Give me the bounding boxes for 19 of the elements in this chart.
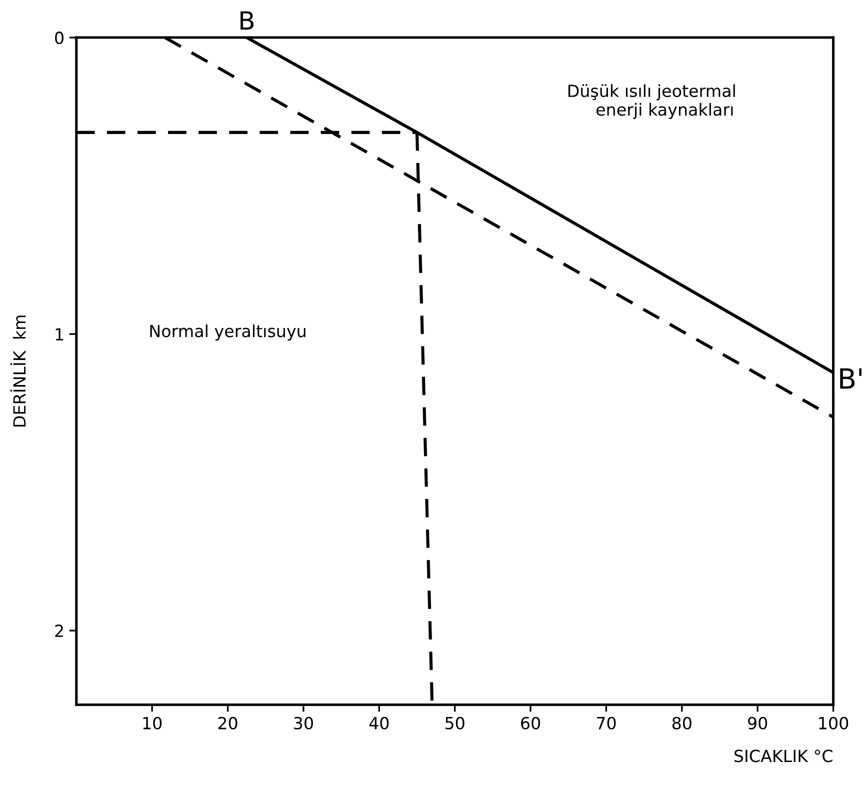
x-tick-label: 30 <box>294 716 313 730</box>
x-tick-label: 90 <box>748 716 768 730</box>
y-tick-label: 0 <box>55 32 64 44</box>
y-tick-label: 1 <box>56 328 64 340</box>
x-tick-label: 10 <box>143 716 162 730</box>
annotation: B' <box>840 368 862 389</box>
x-tick-label: 20 <box>218 716 238 730</box>
y-tick-label: 2 <box>55 624 63 637</box>
annotation: Normal yeraltısuyu <box>150 324 306 341</box>
x-tick-label: 70 <box>596 716 616 730</box>
x-tick-label: 100 <box>819 716 848 730</box>
x-axis-title: SICAKLIK °C <box>734 750 832 762</box>
annotation: B <box>240 11 254 30</box>
x-tick-label: 40 <box>369 716 389 730</box>
x-tick-label: 50 <box>446 716 464 730</box>
y-axis-title: DERİNLİK km <box>10 316 26 426</box>
annotation: Düşük ısılı jeotermal enerji kaynakları <box>568 84 735 120</box>
x-tick-label: 80 <box>672 716 692 730</box>
x-tick-label: 60 <box>521 716 540 730</box>
